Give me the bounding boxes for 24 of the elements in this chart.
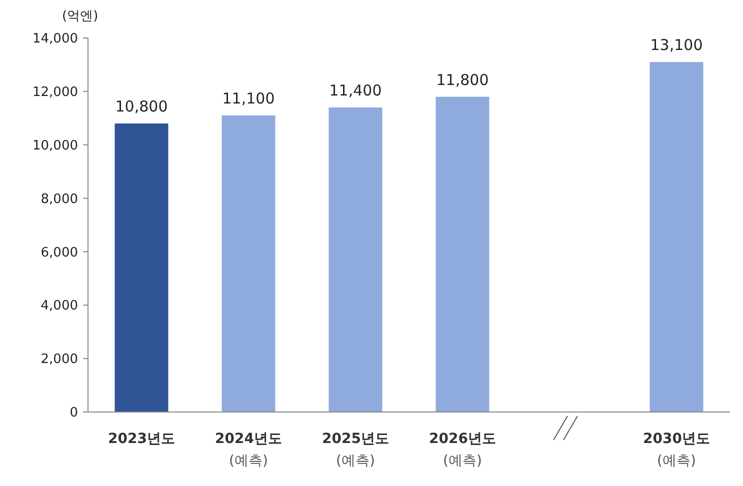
bar (222, 115, 276, 412)
data-label: 11,100 (222, 89, 275, 108)
y-tick-label: 2,000 (40, 352, 78, 368)
x-tick-label: 2023년도 (108, 431, 175, 447)
y-tick-label: 6,000 (40, 245, 78, 260)
bar (328, 107, 382, 412)
x-tick-label: 2026년도 (예측) (429, 431, 496, 469)
y-tick-label: 8,000 (40, 192, 78, 207)
y-axis-title: (억엔) (62, 9, 98, 24)
bar (114, 123, 168, 412)
data-label: 13,100 (650, 36, 703, 54)
y-tick-label: 14,000 (32, 32, 78, 47)
bar (650, 62, 704, 412)
y-tick-label: 10,000 (32, 138, 78, 154)
x-tick-label: 2025년도 (예측) (322, 431, 389, 469)
y-tick-label: 0 (70, 406, 78, 421)
data-label: 10,800 (115, 97, 168, 116)
y-tick-label: 12,000 (32, 84, 78, 100)
x-tick-label: 2030년도 (예측) (643, 431, 710, 469)
data-label: 11,800 (436, 70, 489, 89)
data-label: 11,400 (329, 81, 382, 100)
y-tick-label: 4,000 (40, 298, 78, 314)
x-tick-label: 2024년도 (예측) (215, 431, 282, 469)
bar (436, 96, 490, 412)
